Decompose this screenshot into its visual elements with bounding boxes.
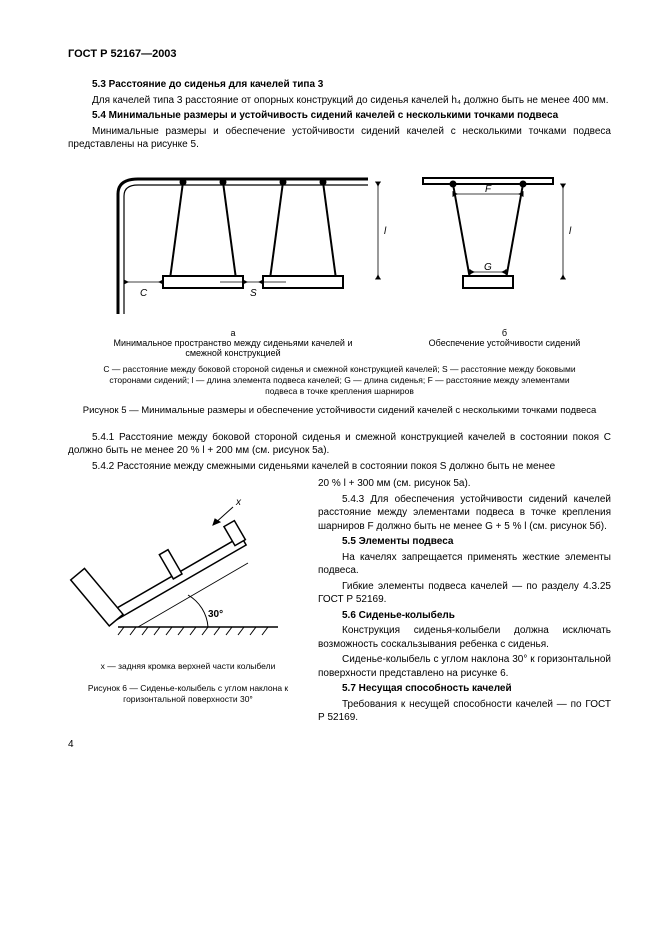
- figure-6-title: Рисунок 6 — Сиденье-колыбель с углом нак…: [68, 683, 308, 705]
- figure-5-sublabels: а Минимальное пространство между сиденья…: [68, 328, 611, 358]
- section-5-4-title: 5.4 Минимальные размеры и устойчивость с…: [68, 109, 611, 123]
- figure-5b-svg: F G l: [408, 164, 588, 324]
- p-5-3: Для качелей типа 3 расстояние от опорных…: [68, 94, 611, 108]
- doc-header: ГОСТ Р 52167—2003: [68, 48, 611, 60]
- dim-s: S: [250, 288, 257, 299]
- figure-5-legend: C — расстояние между боковой стороной си…: [98, 364, 581, 397]
- dim-l-a: l: [384, 226, 387, 237]
- dim-c: C: [140, 288, 148, 299]
- p-5-4-2a: 5.4.2 Расстояние между смежными сиденьям…: [68, 460, 611, 474]
- figure-6-column: x 30° x — задняя кромка верхней части ко…: [68, 477, 318, 727]
- figure-5a: C S l: [68, 164, 398, 324]
- section-5-7-title: 5.7 Несущая способность качелей: [318, 682, 611, 696]
- figure-5: C S l: [68, 164, 611, 324]
- page-number: 4: [68, 739, 611, 750]
- p-5-4-3: 5.4.3 Для обеспечения устойчивости сиден…: [318, 493, 611, 534]
- figure-5a-svg: C S l: [68, 164, 398, 324]
- fig5b-letter: б: [398, 328, 611, 338]
- figure-5-title: Рисунок 5 — Минимальные размеры и обеспе…: [68, 405, 611, 417]
- p-5-7: Требования к несущей способности качелей…: [318, 698, 611, 725]
- fig6-x: x: [235, 497, 242, 508]
- dim-l-b: l: [569, 226, 572, 237]
- figure-6-svg: x 30°: [68, 477, 298, 657]
- dim-g: G: [484, 262, 492, 273]
- fig5b-caption: Обеспечение устойчивости сидений: [398, 338, 611, 348]
- section-5-5-title: 5.5 Элементы подвеса: [318, 535, 611, 549]
- p-5-5b: Гибкие элементы подвеса качелей — по раз…: [318, 580, 611, 607]
- figure-6-note: x — задняя кромка верхней части колыбели: [68, 661, 308, 672]
- p-5-6b: Сиденье-колыбель с углом наклона 30° к г…: [318, 653, 611, 680]
- p-5-4: Минимальные размеры и обеспечение устойч…: [68, 125, 611, 152]
- figure-5b: F G l: [398, 164, 611, 324]
- p-5-5a: На качелях запрещается применять жесткие…: [318, 551, 611, 578]
- fig5a-letter: а: [68, 328, 398, 338]
- p-5-4-1: 5.4.1 Расстояние между боковой стороной …: [68, 431, 611, 458]
- section-5-6-title: 5.6 Сиденье-колыбель: [318, 609, 611, 623]
- fig5a-caption: Минимальное пространство между сиденьями…: [68, 338, 398, 358]
- p-5-6a: Конструкция сиденья-колыбели должна искл…: [318, 624, 611, 651]
- dim-f: F: [485, 184, 492, 195]
- right-text-column: 20 % l + 300 мм (см. рисунок 5а). 5.4.3 …: [318, 477, 611, 727]
- fig6-angle: 30°: [208, 609, 223, 620]
- p-5-4-2b: 20 % l + 300 мм (см. рисунок 5а).: [318, 477, 611, 491]
- section-5-3-title: 5.3 Расстояние до сиденья для качелей ти…: [68, 78, 611, 92]
